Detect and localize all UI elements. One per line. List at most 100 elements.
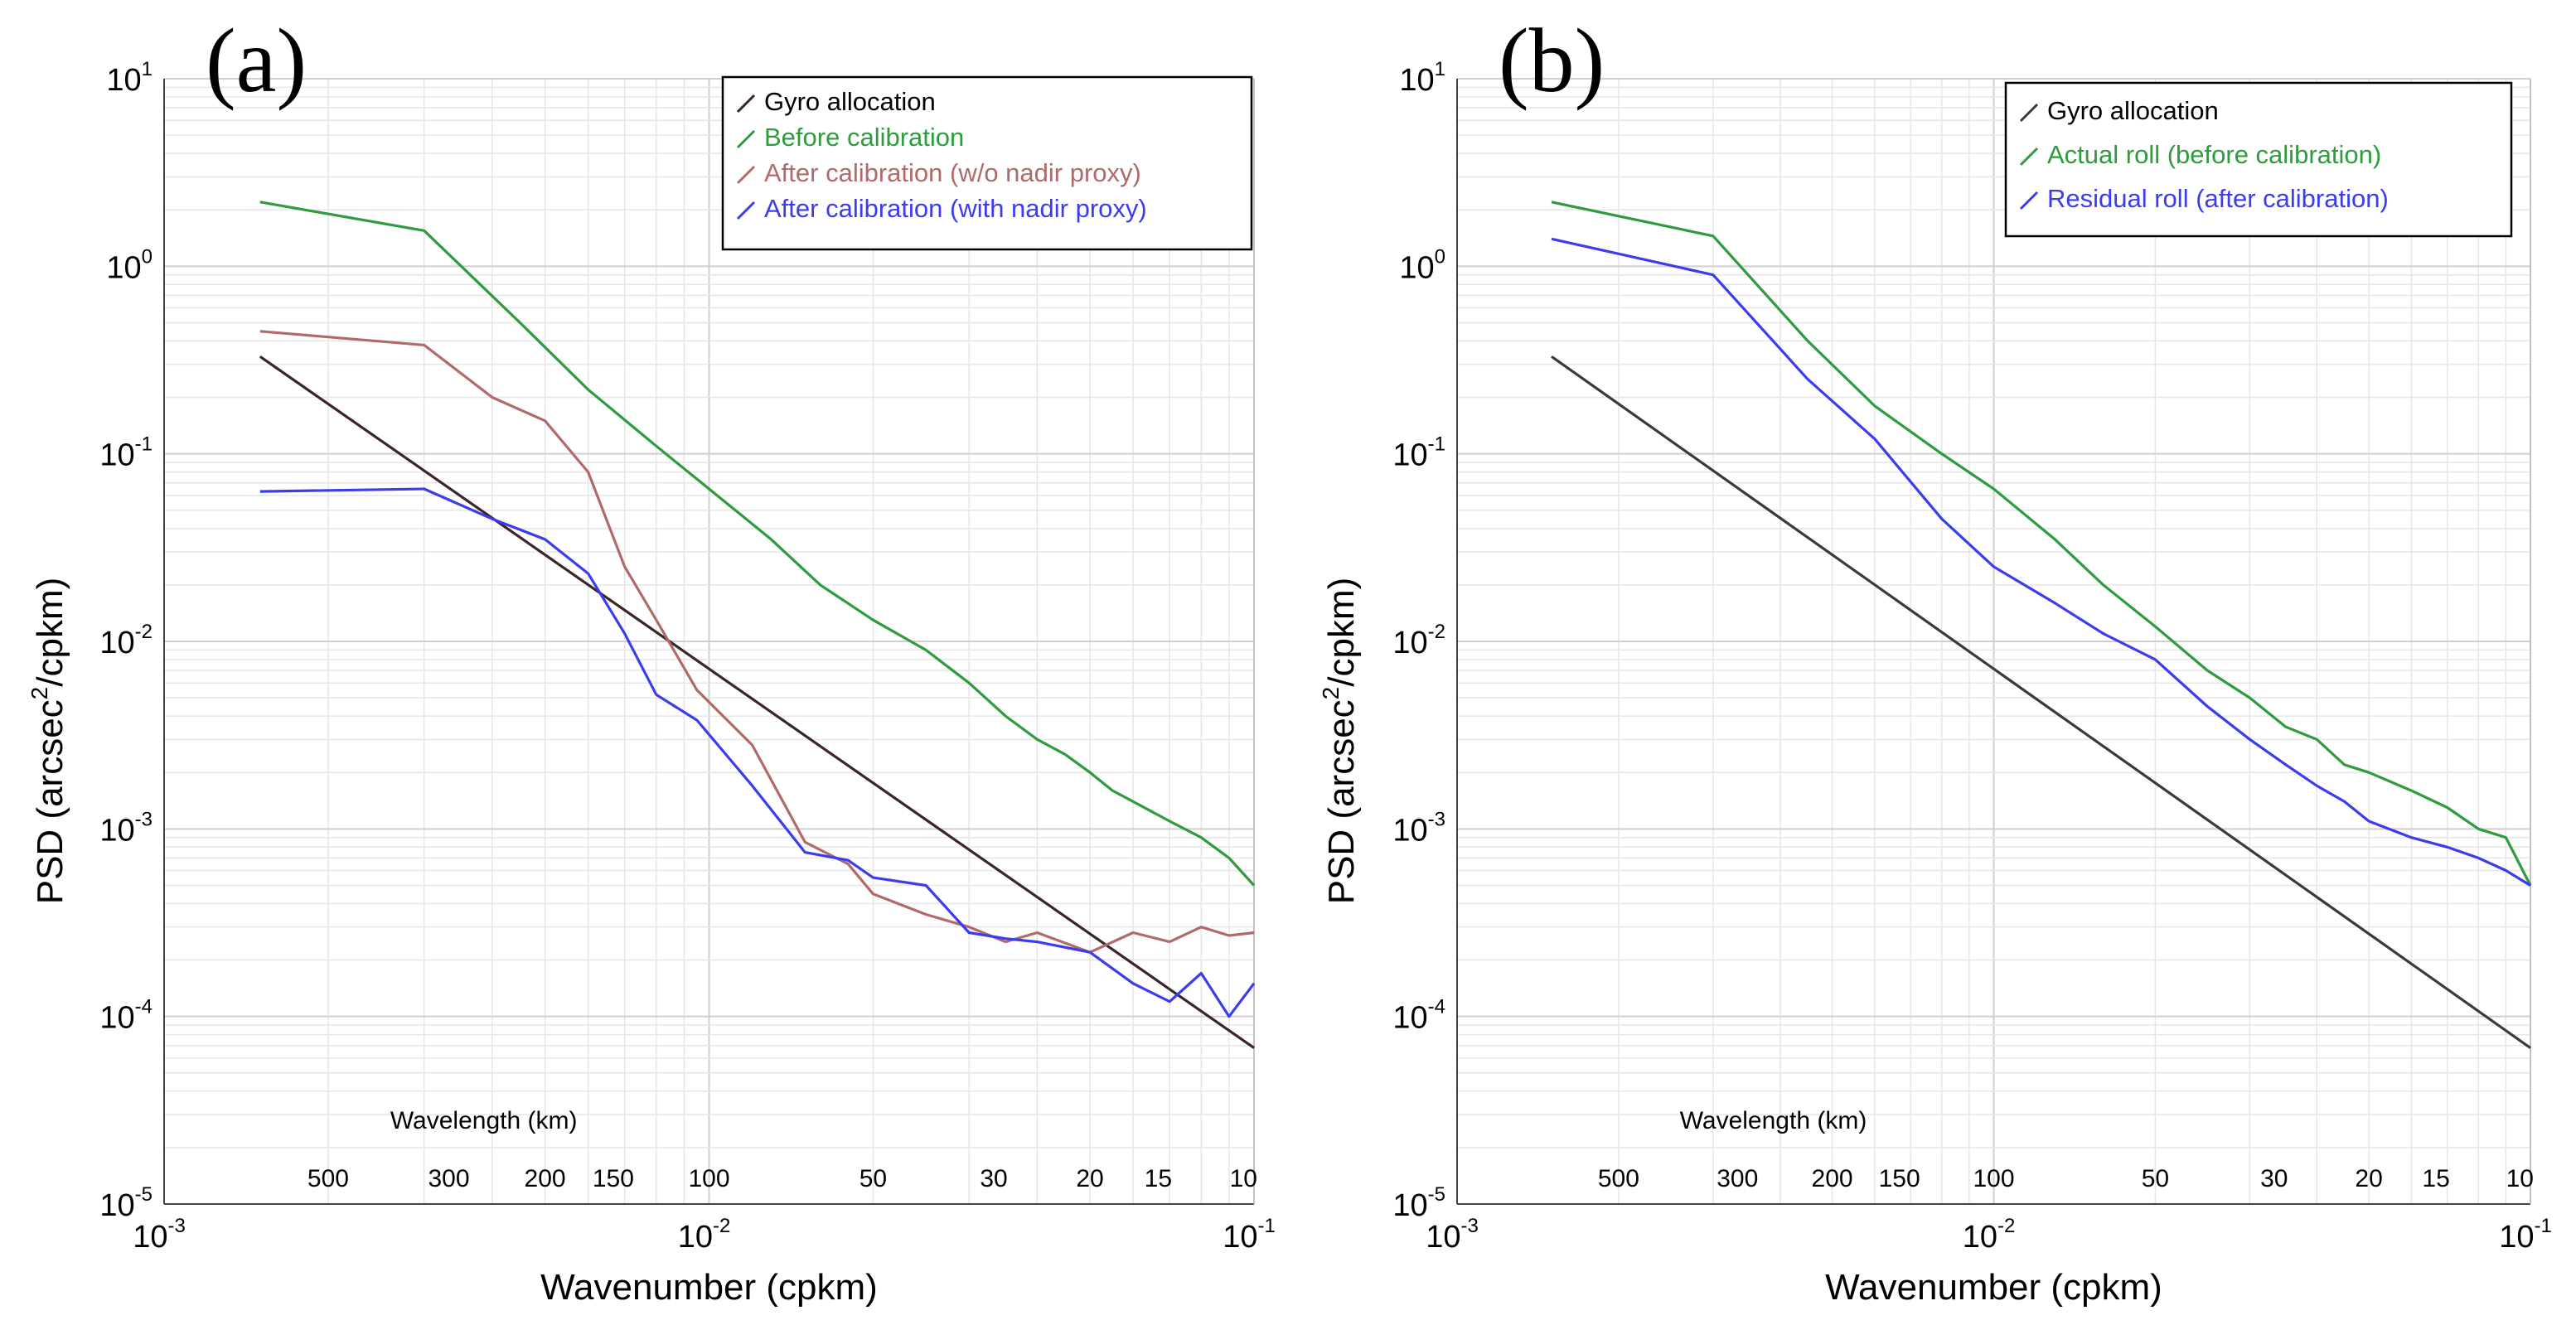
wavelength-label: 50: [2142, 1165, 2169, 1192]
x-tick-exponent: -1: [2534, 1215, 2551, 1237]
legend: Gyro allocation Before calibration After c…: [721, 75, 1253, 251]
y-axis-title-main: PSD (arcsec: [1321, 699, 1362, 904]
panel-a: 10-3 10-2 10-110-510-410-310-210-1100101Wa…: [27, 10, 1276, 1308]
y-tick-exponent: -4: [135, 996, 153, 1018]
y-tick-label: 10-5: [1392, 1183, 1445, 1223]
y-tick-label: 100: [106, 245, 153, 285]
legend-entry: Gyro allocation: [764, 87, 936, 116]
wavelength-label: 30: [980, 1165, 1007, 1192]
grid: [1456, 78, 2531, 1205]
x-tick-base: 10: [1426, 1220, 1460, 1255]
x-tick-base: 10: [133, 1220, 167, 1255]
x-tick-label: 10-1: [1223, 1215, 1276, 1255]
y-axis-title-superscript: 2: [1318, 687, 1344, 700]
y-tick-base: 10: [1399, 63, 1434, 98]
series-line-after-calibration-with-nadir-proxy: [259, 487, 1256, 1018]
legend-swatch: [736, 129, 756, 149]
legend: Gyro allocation Actual roll (before calib…: [2004, 81, 2513, 238]
y-tick-label: 10-3: [99, 808, 153, 848]
wavelength-label: 100: [688, 1165, 729, 1192]
y-tick-label: 10-4: [99, 996, 153, 1036]
wavelength-label: 50: [859, 1165, 887, 1192]
y-tick-label: 10-3: [1392, 808, 1445, 848]
x-tick-label: 10-2: [678, 1215, 731, 1255]
y-tick-base: 10: [1392, 438, 1427, 473]
y-tick-label: 10-1: [99, 433, 153, 473]
wavelength-label: 150: [1879, 1165, 1920, 1192]
series-line-gyro-allocation: [259, 355, 1255, 1049]
y-tick-label: 101: [1399, 58, 1445, 98]
y-tick-exponent: -5: [1428, 1183, 1445, 1206]
legend-entry: Before calibration: [764, 123, 964, 152]
x-tick-base: 10: [1223, 1220, 1257, 1255]
wavelength-title: Wavelength (km): [1680, 1107, 1867, 1134]
y-tick-base: 10: [99, 813, 134, 848]
wavelength-label: 300: [1717, 1165, 1758, 1192]
y-tick-base: 10: [1392, 626, 1427, 660]
legend-entry: Gyro allocation: [2047, 96, 2219, 125]
y-tick-exponent: 0: [1435, 245, 1445, 268]
wavelength-label: 20: [1076, 1165, 1103, 1192]
x-axis-title: Wavenumber (cpkm): [540, 1267, 878, 1308]
series-line-before-calibration: [259, 201, 1256, 887]
series-group: [1551, 201, 2532, 1049]
wavelength-label: 500: [1598, 1165, 1639, 1192]
y-tick-label: 10-2: [1392, 621, 1445, 660]
wavelength-label: 10: [1230, 1165, 1257, 1192]
wavelength-label: 20: [2355, 1165, 2382, 1192]
y-tick-exponent: -5: [135, 1183, 153, 1206]
y-tick-exponent: 1: [1435, 58, 1445, 80]
legend-entry: Residual roll (after calibration): [2047, 184, 2389, 213]
y-tick-base: 10: [106, 63, 141, 98]
panel-label: (a): [206, 10, 307, 111]
series-group: [259, 201, 1256, 1049]
wavelength-title: Wavelength (km): [390, 1107, 578, 1134]
x-axis-title: Wavenumber (cpkm): [1825, 1267, 2162, 1308]
legend-swatch: [736, 165, 756, 185]
y-tick-exponent: -2: [135, 621, 153, 643]
x-tick-exponent: -3: [167, 1215, 185, 1237]
x-tick-base: 10: [1963, 1220, 1997, 1255]
legend-swatch: [2019, 191, 2039, 210]
wavelength-label: 100: [1973, 1165, 2014, 1192]
series-line-gyro-allocation: [1551, 355, 2531, 1049]
legend-entry: After calibration (w/o nadir proxy): [764, 158, 1141, 187]
y-tick-label: 10-1: [1392, 433, 1445, 473]
y-tick-exponent: -3: [135, 808, 153, 830]
y-tick-exponent: -1: [1428, 433, 1445, 456]
wavelength-label: 200: [1812, 1165, 1853, 1192]
y-tick-exponent: -4: [1428, 996, 1445, 1018]
y-tick-base: 10: [99, 626, 134, 660]
y-tick-base: 10: [106, 250, 141, 285]
x-tick-exponent: -1: [1257, 1215, 1275, 1237]
wavelength-label: 150: [593, 1165, 634, 1192]
y-tick-base: 10: [1399, 250, 1434, 285]
x-tick-base: 10: [678, 1220, 713, 1255]
y-tick-label: 10-5: [99, 1183, 153, 1223]
y-tick-label: 10-4: [1392, 996, 1445, 1036]
legend-swatch: [736, 94, 756, 114]
y-tick-exponent: 1: [142, 58, 153, 80]
x-tick-base: 10: [2499, 1220, 2534, 1255]
wavelength-label: 10: [2506, 1165, 2534, 1192]
y-tick-base: 10: [99, 1001, 134, 1036]
x-tick-label: 10-3: [133, 1215, 186, 1255]
y-tick-label: 101: [106, 58, 153, 98]
y-axis-title: PSD (arcsec2/cpkm): [1318, 578, 1362, 905]
series-line-actual-roll-before-calibration: [1551, 201, 2532, 887]
y-tick-exponent: 0: [142, 245, 153, 268]
y-axis-title-superscript: 2: [27, 687, 52, 700]
y-axis-title-main: PSD (arcsec: [30, 699, 70, 904]
legend-swatch: [2019, 147, 2039, 167]
x-tick-label: 10-1: [2499, 1215, 2552, 1255]
y-tick-base: 10: [99, 438, 134, 473]
legend-box: [721, 75, 1253, 251]
series-line-residual-roll-after-calibration: [1551, 237, 2531, 887]
y-tick-exponent: -1: [135, 433, 153, 456]
x-tick-exponent: -2: [1997, 1215, 2015, 1237]
y-axis-title-rest: /cpkm): [1321, 578, 1362, 687]
y-tick-exponent: -3: [1428, 808, 1445, 830]
y-tick-base: 10: [99, 1188, 134, 1223]
y-tick-label: 10-2: [99, 621, 153, 660]
